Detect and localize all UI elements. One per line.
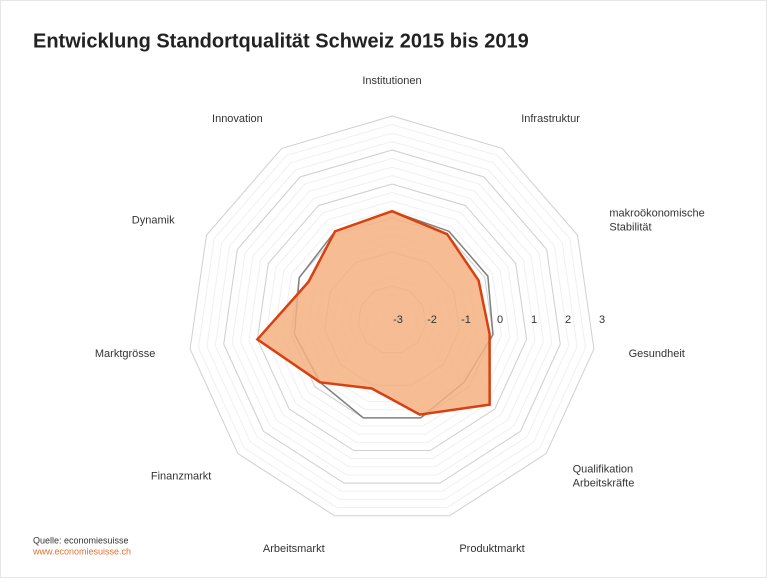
category-label: Arbeitsmarkt [263, 543, 325, 555]
category-label: Finanzmarkt [151, 470, 212, 482]
category-label: Marktgrösse [95, 348, 156, 360]
minor-ring [282, 208, 502, 427]
r-tick-label: 0 [497, 314, 503, 326]
category-label: Produktmarkt [459, 543, 524, 555]
r-tick-label: -1 [461, 314, 471, 326]
category-label: Dynamik [132, 215, 175, 227]
minor-ring [214, 140, 570, 492]
minor-ring [265, 191, 519, 443]
minor-ring [206, 132, 578, 500]
r-tick-label: 2 [565, 314, 571, 326]
r-tick-label: 3 [599, 314, 605, 326]
category-label: Qualifikation Arbeitskräfte [573, 463, 635, 489]
minor-ring [231, 157, 553, 476]
r-tick-label: 1 [531, 314, 537, 326]
category-label: Gesundheit [629, 348, 685, 360]
source-url: www.economiesuisse.ch [32, 546, 131, 556]
minor-ring [197, 123, 587, 509]
category-label: Institutionen [362, 75, 421, 87]
minor-ring [273, 200, 511, 435]
minor-ring [240, 166, 544, 468]
r-tick-label: -2 [427, 314, 437, 326]
series-area [255, 209, 491, 416]
category-label: Infrastruktur [521, 113, 580, 125]
chart-title: Entwicklung Standortqualität Schweiz 201… [33, 30, 529, 52]
grid-ring [256, 183, 528, 451]
source: Quelle: economiesuisse [33, 535, 129, 545]
series-area [293, 210, 494, 419]
r-tick-label: -3 [393, 314, 403, 326]
minor-ring [248, 174, 536, 460]
category-label: Innovation [212, 113, 263, 125]
grid-ring [189, 115, 595, 517]
grid-ring [223, 149, 561, 484]
category-label: makroökonomische Stabilität [609, 208, 704, 234]
